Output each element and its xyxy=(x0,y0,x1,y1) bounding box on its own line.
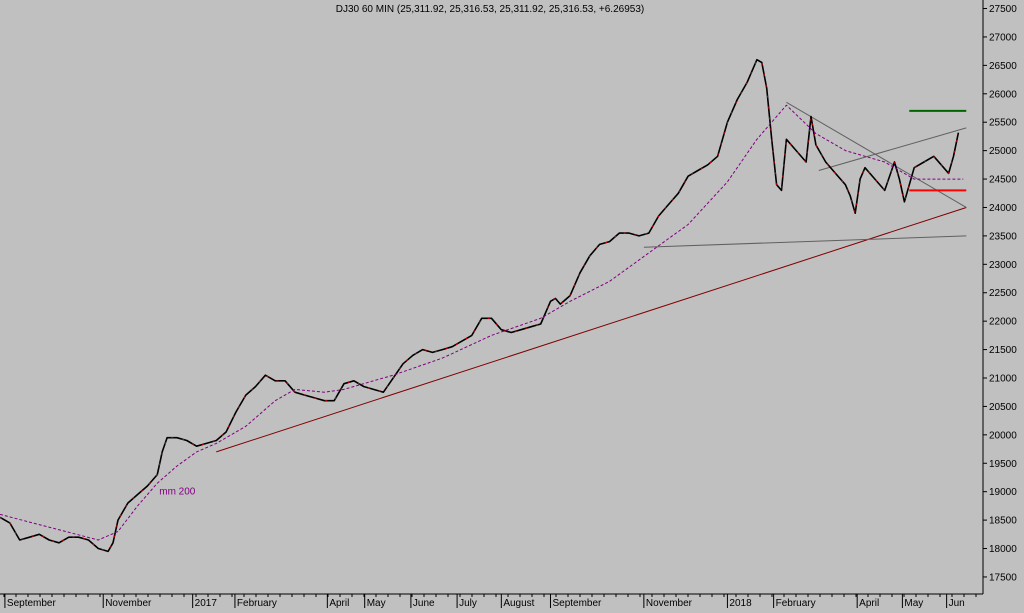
y-tick-label: 22500 xyxy=(989,288,1017,299)
x-tick-label: February xyxy=(776,598,816,608)
y-tick-label: 24000 xyxy=(989,203,1017,214)
y-tick-label: 22000 xyxy=(989,317,1017,328)
y-tick-label: 25500 xyxy=(989,118,1017,129)
moving-average-label: mm 200 xyxy=(159,487,196,498)
y-tick-label: 20500 xyxy=(989,402,1017,413)
y-tick-label: 17500 xyxy=(989,572,1017,583)
y-tick-label: 21500 xyxy=(989,345,1017,356)
trendline-0 xyxy=(216,206,967,453)
y-tick-label: 26000 xyxy=(989,89,1017,100)
x-tick-label: February xyxy=(237,598,277,608)
x-tick-label: May xyxy=(367,598,386,608)
y-tick-label: 18000 xyxy=(989,544,1017,555)
y-tick-label: 24500 xyxy=(989,175,1017,186)
x-tick-label: November xyxy=(646,598,693,608)
moving-average-line xyxy=(0,104,964,541)
x-tick-label: November xyxy=(105,598,152,608)
trendline-1 xyxy=(643,235,967,248)
y-tick-label: 23500 xyxy=(989,231,1017,242)
y-tick-label: 21000 xyxy=(989,374,1017,385)
x-tick-label: June xyxy=(413,598,435,608)
annotation-layer: mm 200 xyxy=(159,487,196,498)
trendline-layer xyxy=(216,101,967,453)
y-tick-label: 19000 xyxy=(989,487,1017,498)
chart-title: DJ30 60 MIN (25,311.92, 25,316.53, 25,31… xyxy=(336,4,644,15)
x-tick-label: April xyxy=(859,598,879,608)
plot-area xyxy=(0,0,983,594)
y-tick-label: 25000 xyxy=(989,146,1017,157)
x-tick-label: May xyxy=(904,598,923,608)
trendline-3 xyxy=(818,127,967,172)
y-tick-label: 23000 xyxy=(989,260,1017,271)
x-tick-label: 2018 xyxy=(729,598,752,608)
x-tick-label: August xyxy=(503,598,534,608)
y-tick-label: 19500 xyxy=(989,459,1017,470)
x-tick-label: July xyxy=(459,598,477,608)
level-layer xyxy=(909,109,967,192)
x-axis: September November 2017 February April May Jun… xyxy=(3,594,977,609)
y-tick-label: 18500 xyxy=(989,516,1017,527)
x-tick-label: September xyxy=(7,598,57,608)
price-line-highlight xyxy=(0,59,959,552)
y-axis: 17500 18000 18500 19000 19500 20000 20500 21000… xyxy=(983,4,1017,583)
y-tick-label: 27500 xyxy=(989,4,1017,15)
x-tick-label: Jun xyxy=(949,598,965,608)
x-tick-label: 2017 xyxy=(195,598,218,608)
y-tick-label: 20000 xyxy=(989,430,1017,441)
x-tick-label: September xyxy=(552,598,602,608)
y-tick-label: 27000 xyxy=(989,32,1017,43)
x-tick-label: April xyxy=(329,598,349,608)
y-tick-label: 26500 xyxy=(989,61,1017,72)
series-layer xyxy=(0,58,964,553)
